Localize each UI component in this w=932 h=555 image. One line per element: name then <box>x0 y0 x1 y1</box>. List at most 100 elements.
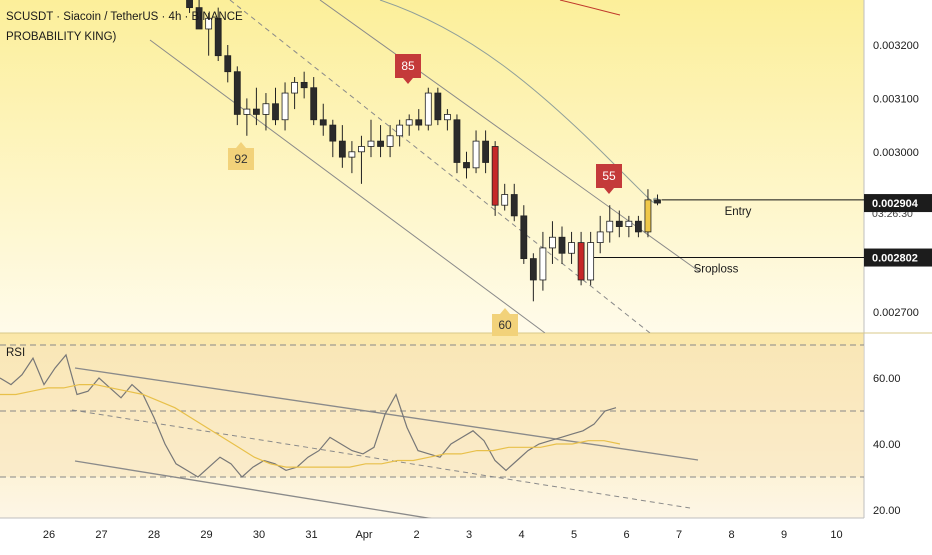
time-axis-label: 30 <box>253 529 265 541</box>
price-tag-bg <box>864 194 932 213</box>
entry-label: Entry <box>725 206 752 218</box>
time-axis-label: 4 <box>518 529 524 541</box>
candle-body <box>615 220 623 227</box>
time-axis-label: 7 <box>676 529 682 541</box>
candle-body <box>348 151 356 158</box>
price-tag-label: 0.002904 <box>872 198 919 210</box>
candle-body <box>310 87 318 121</box>
candle-body <box>568 242 575 254</box>
marker-shape <box>395 54 421 84</box>
marker-label: 92 <box>234 152 248 166</box>
candle-body <box>252 108 260 115</box>
candle-body <box>281 92 289 121</box>
top-marker <box>596 164 622 194</box>
ma-red <box>559 0 621 16</box>
marker-label: 55 <box>602 169 616 183</box>
candle-body <box>482 140 490 163</box>
time-axis-label: 27 <box>95 529 107 541</box>
price-axis-label: 0.003100 <box>873 93 919 105</box>
candle-body <box>501 194 509 206</box>
indicator-title: PROBABILITY KING) <box>6 31 117 43</box>
price-tag-bg <box>864 248 932 267</box>
candle-body <box>529 258 537 281</box>
time-axis-label: 3 <box>466 529 472 541</box>
moving-average <box>379 0 661 203</box>
rsi-axis-label: 20.00 <box>873 505 901 517</box>
time-axis-label: 31 <box>305 529 317 541</box>
bottom-marker <box>492 308 518 336</box>
candle-body <box>300 81 308 89</box>
candle-body <box>549 236 556 249</box>
time-axis-bg <box>0 518 864 550</box>
candle-body <box>358 146 365 153</box>
price-axis-label: 0.002700 <box>873 307 919 319</box>
candle-body <box>434 92 442 121</box>
candle-body <box>587 242 595 281</box>
price-axis-label: 0.003200 <box>873 40 919 52</box>
channel-lower <box>149 39 546 333</box>
rsi-plot <box>0 344 864 518</box>
candle-body <box>520 215 528 260</box>
time-axis-label: 29 <box>200 529 212 541</box>
top-marker <box>395 54 421 84</box>
marker-shape <box>596 164 622 194</box>
candle-body <box>510 194 518 217</box>
axis-bg <box>864 0 932 550</box>
candle-body <box>463 162 470 169</box>
candle-body <box>367 140 375 147</box>
symbol-title: SCUSDT · Siacoin / TetherUS · 4h · BINAN… <box>6 11 243 23</box>
rsi-trend-lower <box>74 460 432 518</box>
time-axis-label: 26 <box>43 529 55 541</box>
candle-body <box>386 135 394 147</box>
candle-body <box>539 247 547 281</box>
time-axis-label: 5 <box>571 529 577 541</box>
candle-body <box>635 220 642 233</box>
marker-label: 85 <box>401 59 415 73</box>
time-axis-label: 28 <box>148 529 160 541</box>
marker-shape <box>228 142 254 170</box>
time-axis-label: 9 <box>781 529 787 541</box>
candle-body <box>224 55 232 73</box>
candle-body <box>214 17 222 57</box>
rsi-line <box>0 353 617 478</box>
candle-body <box>596 231 604 243</box>
time-axis-label: 8 <box>728 529 734 541</box>
candle-body <box>424 92 432 126</box>
candle-body <box>233 71 241 115</box>
candle-body <box>625 220 633 227</box>
candle-body <box>443 114 451 121</box>
candle-body <box>472 140 480 169</box>
candle-body <box>405 119 413 126</box>
rsi-axis-label: 40.00 <box>873 439 901 451</box>
time-axis-label: 10 <box>830 529 842 541</box>
candle-body <box>272 103 279 121</box>
rsi-ma-line <box>0 384 621 468</box>
time-axis-label: 6 <box>623 529 629 541</box>
candle-body <box>491 146 499 206</box>
price-pane-bg <box>0 0 864 333</box>
candle-body <box>205 17 213 30</box>
candle-body <box>415 119 423 126</box>
marker-shape <box>492 308 518 336</box>
time-axis-label: Apr <box>355 529 372 541</box>
candle-body <box>186 0 193 9</box>
marker-label: 60 <box>498 318 512 332</box>
candle-body <box>338 140 346 158</box>
price-axis-label: 0.003000 <box>873 147 919 159</box>
candle-body <box>262 103 270 115</box>
bottom-marker <box>228 142 254 170</box>
rsi-label: RSI <box>6 347 26 359</box>
price-plot <box>149 0 864 333</box>
candle-body <box>606 220 614 233</box>
candle-body <box>577 242 585 281</box>
candle-body <box>243 108 251 115</box>
candle-body <box>396 124 404 137</box>
candle-body <box>195 7 203 30</box>
candle-body <box>377 140 384 147</box>
stoploss-label: Sroploss <box>694 264 739 276</box>
candle-body <box>453 119 461 163</box>
candle-body <box>319 119 327 126</box>
candle-body <box>654 199 661 204</box>
